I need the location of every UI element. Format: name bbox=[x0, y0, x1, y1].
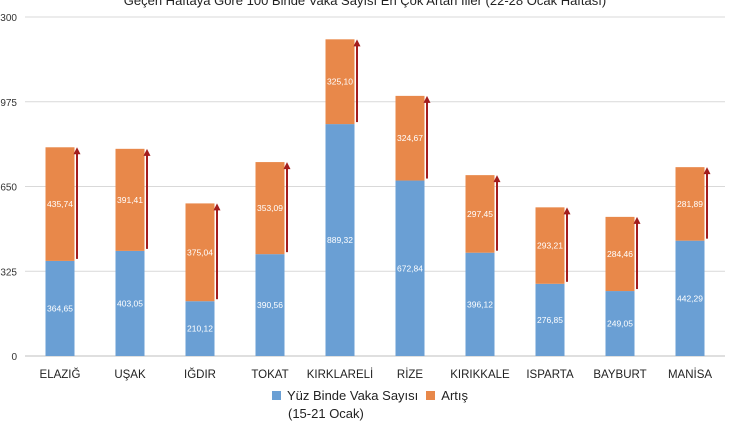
bar-base bbox=[115, 250, 145, 356]
bar-increase bbox=[115, 148, 145, 251]
x-tick-label: ISPARTA bbox=[526, 369, 574, 381]
x-tick-label: KIRIKKALE bbox=[450, 369, 510, 381]
increase-arrow-head bbox=[423, 95, 431, 103]
legend-swatch-increase bbox=[426, 391, 436, 400]
data-label-increase: 375,04 bbox=[187, 247, 213, 257]
increase-arrow-head bbox=[633, 216, 641, 224]
increase-arrow-head bbox=[213, 203, 221, 211]
legend-swatch-base bbox=[272, 391, 281, 400]
data-label-increase: 435,74 bbox=[47, 199, 73, 209]
chart-title: Geçen Haftaya Göre 100 Binde Vaka Sayısı… bbox=[123, 0, 607, 8]
data-label-increase: 297,45 bbox=[467, 209, 493, 219]
chart-svg: 0 325 650 975 1300 364,65 435,74 ELAZIĞ 403,05 39… bbox=[0, 13, 725, 381]
x-tick-label: TOKAT bbox=[251, 369, 288, 381]
bar-increase bbox=[535, 207, 565, 284]
data-label-base: 390,56 bbox=[257, 300, 283, 310]
increase-arrow-head bbox=[493, 175, 501, 183]
x-tick-label: KIRKLARELİ bbox=[307, 368, 373, 381]
data-label-increase: 293,21 bbox=[537, 241, 563, 251]
increase-arrow-head bbox=[283, 162, 291, 170]
y-tick-label: 1300 bbox=[0, 13, 17, 24]
data-label-increase: 284,46 bbox=[607, 249, 633, 259]
bar-base bbox=[255, 254, 285, 356]
data-label-base: 364,65 bbox=[47, 303, 73, 313]
data-label-base: 210,12 bbox=[187, 324, 213, 334]
bar-base bbox=[325, 124, 355, 356]
data-label-increase: 325,10 bbox=[327, 77, 353, 87]
x-tick-label: ELAZIĞ bbox=[40, 368, 81, 381]
legend-item-increase: Artış bbox=[426, 388, 468, 403]
bar-increase bbox=[465, 175, 495, 253]
y-tick-label: 325 bbox=[0, 267, 17, 278]
data-label-base: 889,32 bbox=[327, 235, 353, 245]
data-label-increase: 391,41 bbox=[117, 195, 143, 205]
data-label-base: 403,05 bbox=[117, 298, 143, 308]
bar-increase bbox=[45, 147, 75, 261]
bar-increase bbox=[395, 95, 425, 181]
data-label-increase: 353,09 bbox=[257, 203, 283, 213]
y-tick-label: 975 bbox=[0, 98, 17, 109]
data-label-base: 249,05 bbox=[607, 319, 633, 329]
x-tick-label: UŞAK bbox=[114, 369, 146, 381]
bar-increase bbox=[605, 216, 635, 292]
increase-arrow-head bbox=[73, 147, 81, 155]
bar-base bbox=[395, 180, 425, 356]
data-label-increase: 324,67 bbox=[397, 133, 423, 143]
bar-increase bbox=[255, 162, 285, 255]
y-tick-label: 0 bbox=[11, 352, 17, 363]
data-label-base: 672,84 bbox=[397, 263, 423, 273]
increase-arrow-head bbox=[353, 39, 361, 47]
bar-base bbox=[535, 283, 565, 356]
legend-label-base: Yüz Binde Vaka Sayısı bbox=[287, 388, 419, 403]
data-label-base: 396,12 bbox=[467, 299, 493, 309]
increase-arrow-head bbox=[703, 167, 711, 175]
bar-base bbox=[465, 252, 495, 356]
x-tick-label: BAYBURT bbox=[593, 369, 646, 381]
x-tick-label: MANİSA bbox=[668, 368, 712, 381]
data-label-base: 276,85 bbox=[537, 315, 563, 325]
data-label-base: 442,29 bbox=[677, 293, 703, 303]
bar-base bbox=[45, 260, 75, 356]
x-tick-label: RİZE bbox=[397, 368, 424, 381]
bar-increase bbox=[325, 39, 355, 125]
y-tick-label: 650 bbox=[0, 183, 17, 194]
bar-increase bbox=[675, 167, 705, 241]
legend-label-increase: Artış bbox=[441, 388, 469, 403]
bar-base bbox=[605, 291, 635, 356]
bar-base bbox=[185, 301, 215, 356]
data-label-increase: 281,89 bbox=[677, 199, 703, 209]
bar-base bbox=[675, 240, 705, 356]
legend: Yüz Binde Vaka Sayısı Artış (15-21 Ocak) bbox=[272, 388, 468, 421]
legend-label-base-period: (15-21 Ocak) bbox=[288, 406, 364, 421]
legend-item-base: Yüz Binde Vaka Sayısı bbox=[272, 388, 418, 403]
x-tick-label: IĞDIR bbox=[184, 368, 216, 381]
increase-arrow-head bbox=[563, 207, 571, 215]
bar-increase bbox=[185, 203, 215, 302]
increase-arrow-head bbox=[143, 148, 151, 156]
